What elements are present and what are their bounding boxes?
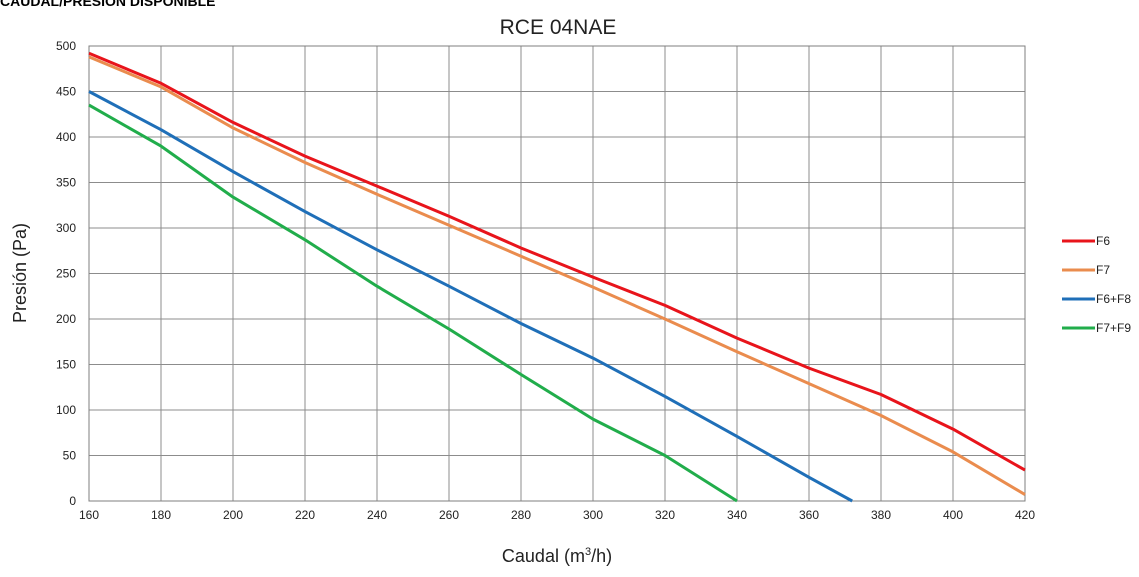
series-lines xyxy=(88,51,1026,503)
y-tick-label: 500 xyxy=(56,39,76,53)
x-tick-label: 300 xyxy=(583,508,603,522)
section-header: CAUDAL/PRESIÓN DISPONIBLE xyxy=(0,0,216,9)
y-tick-label: 400 xyxy=(56,130,76,144)
x-tick-label: 260 xyxy=(439,508,459,522)
legend: F6 F7 F6+F8 F7+F9 xyxy=(1062,234,1131,335)
y-tick-label: 200 xyxy=(56,312,76,326)
legend-label: F7+F9 xyxy=(1096,321,1131,335)
y-axis-label: Presión (Pa) xyxy=(10,223,30,323)
y-tick-label: 350 xyxy=(56,176,76,190)
y-tick-label: 50 xyxy=(63,449,77,463)
y-tick-label: 0 xyxy=(69,494,76,508)
x-axis-label: Caudal (m3/h) xyxy=(502,546,612,566)
x-tick-label: 380 xyxy=(871,508,891,522)
x-tick-label: 240 xyxy=(367,508,387,522)
x-tick-label: 420 xyxy=(1015,508,1035,522)
series-line-f6-plus-f8 xyxy=(88,90,853,503)
chart-title: RCE 04NAE xyxy=(500,16,617,39)
series-line-f7 xyxy=(88,55,1026,496)
legend-label: F6 xyxy=(1096,234,1110,248)
x-tick-label: 320 xyxy=(655,508,675,522)
x-axis-label-main: Caudal (m xyxy=(502,546,585,566)
y-axis-ticks: 0 50 100 150 200 250 300 350 400 450 500 xyxy=(56,39,76,508)
x-axis-label-end: /h) xyxy=(591,546,612,566)
series-line-f6 xyxy=(88,51,1026,472)
grid xyxy=(88,45,1026,502)
x-tick-label: 340 xyxy=(727,508,747,522)
x-tick-label: 360 xyxy=(799,508,819,522)
x-tick-label: 220 xyxy=(295,508,315,522)
x-axis-label-superscript: 3 xyxy=(585,546,591,558)
x-tick-label: 400 xyxy=(943,508,963,522)
y-tick-label: 450 xyxy=(56,85,76,99)
series-line-f7-plus-f9 xyxy=(88,103,738,503)
x-tick-label: 160 xyxy=(79,508,99,522)
y-tick-label: 100 xyxy=(56,403,76,417)
legend-label: F7 xyxy=(1096,263,1110,277)
y-tick-label: 300 xyxy=(56,221,76,235)
x-axis-ticks: 160 180 200 220 240 260 280 300 320 340 360 380 400 4… xyxy=(79,508,1035,522)
x-tick-label: 200 xyxy=(223,508,243,522)
legend-label: F6+F8 xyxy=(1096,292,1131,306)
y-tick-label: 150 xyxy=(56,358,76,372)
y-tick-label: 250 xyxy=(56,267,76,281)
plot-area xyxy=(88,45,1026,502)
x-tick-label: 180 xyxy=(151,508,171,522)
x-tick-label: 280 xyxy=(511,508,531,522)
